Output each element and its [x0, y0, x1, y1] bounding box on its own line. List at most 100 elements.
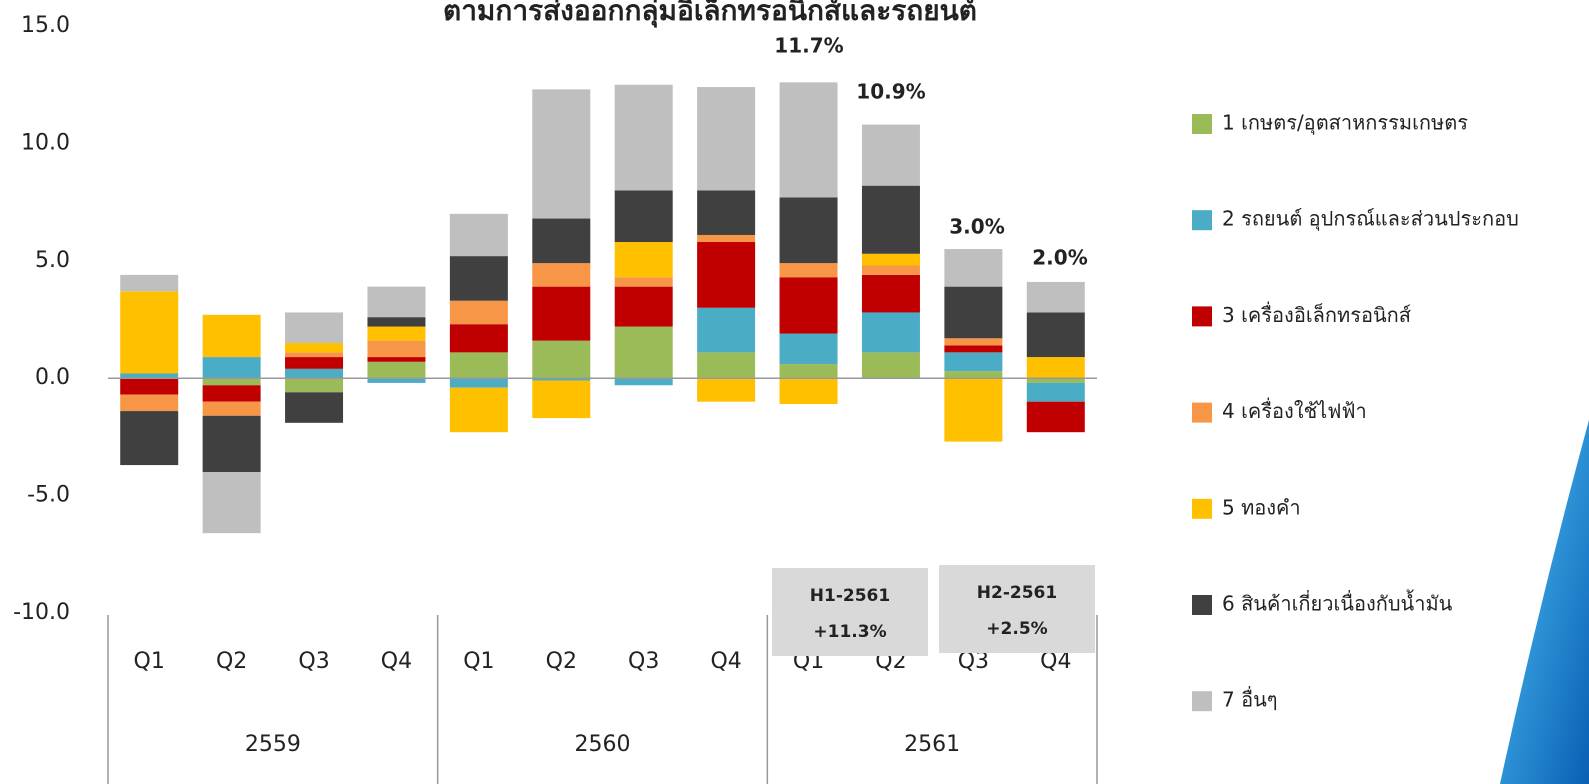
bar-segment	[614, 242, 673, 278]
x-tick-label: Q3	[628, 649, 659, 674]
legend-swatch	[1192, 210, 1212, 231]
y-tick-label: -10.0	[13, 600, 70, 625]
bar-segment	[202, 385, 261, 402]
bar-segment	[1026, 357, 1085, 379]
legend-swatch	[1192, 691, 1212, 712]
group-label: 2559	[245, 732, 301, 757]
bar-segment	[532, 380, 591, 419]
bar-segment	[697, 234, 756, 243]
bar-segment	[367, 326, 426, 341]
group-label: 2561	[904, 732, 960, 757]
legend-swatch	[1192, 114, 1212, 134]
decoration	[1500, 420, 1589, 784]
bar-segment	[861, 352, 920, 379]
bar-segment	[120, 411, 179, 466]
x-tick-label: Q2	[216, 649, 247, 674]
bar-segment	[202, 401, 261, 416]
bar-segment	[449, 300, 508, 325]
bar-segment	[697, 307, 756, 353]
bar-segment	[367, 357, 426, 362]
bar-segment	[449, 213, 508, 257]
legend-label: 7 อื่นๆ	[1222, 686, 1278, 712]
x-tick-label: Q4	[381, 649, 412, 674]
bar-segment	[120, 378, 179, 395]
group-label: 2560	[575, 732, 631, 757]
bar-segment	[449, 387, 508, 433]
period-box	[772, 568, 928, 656]
bar-segment	[1026, 312, 1085, 358]
legend-label: 5 ทองคำ	[1222, 495, 1301, 519]
legend-label: 2 รถยนต์ อุปกรณ์และส่วนประกอบ	[1222, 207, 1519, 232]
bar-segment	[120, 373, 179, 379]
bar-segment	[779, 263, 838, 278]
bar-segment	[532, 218, 591, 264]
bar-segment	[861, 265, 920, 275]
bar-segment	[861, 274, 920, 313]
bar-segment	[697, 378, 756, 402]
period-box	[939, 565, 1095, 653]
bar-segment	[697, 352, 756, 379]
y-tick-label: 10.0	[21, 130, 70, 155]
bar-segment	[861, 253, 920, 266]
period-value: +11.3%	[813, 622, 886, 642]
legend-swatch	[1192, 595, 1212, 615]
y-tick-label: 5.0	[35, 248, 70, 273]
x-tick-label: Q1	[463, 649, 494, 674]
bar-segment	[614, 326, 673, 379]
bar-segment	[449, 256, 508, 301]
bar-segment	[614, 84, 673, 191]
legend-swatch	[1192, 402, 1212, 423]
bar-segment	[202, 314, 261, 358]
bar-segment	[861, 312, 920, 353]
bar-segment	[944, 345, 1003, 353]
chart-title: ตามการส่งออกกลุ่มอิเล็กทรอนิกส์และรถยนต์	[443, 0, 977, 28]
bar-segment	[614, 277, 673, 287]
bar-segment	[120, 274, 179, 292]
bar-segment	[367, 317, 426, 327]
bar-segment	[532, 263, 591, 287]
bar-segment	[1026, 382, 1085, 402]
bar-segment	[779, 333, 838, 365]
bar-segment	[532, 378, 591, 381]
bar-segment	[944, 352, 1003, 372]
bar-segment	[285, 342, 344, 353]
annotation: 11.7%	[774, 34, 843, 58]
bar-segment	[532, 286, 591, 341]
x-tick-label: Q4	[1040, 649, 1071, 674]
bar-segment	[779, 364, 838, 379]
bar-segment	[944, 249, 1003, 287]
y-tick-label: 15.0	[21, 13, 70, 38]
bar-segment	[120, 291, 179, 374]
bar-segment	[697, 190, 756, 235]
bar-segment	[202, 357, 261, 379]
bar-segment	[532, 89, 591, 219]
period-value: +2.5%	[986, 619, 1047, 639]
period-label: H2-2561	[977, 583, 1057, 603]
legend-label: 6 สินค้าเกี่ยวเนื่องกับน้ำมัน	[1222, 590, 1453, 616]
bar-segment	[1026, 281, 1085, 313]
bar-segment	[532, 340, 591, 379]
bar-segment	[367, 286, 426, 318]
bar-segment	[367, 378, 426, 383]
legend-swatch	[1192, 306, 1212, 327]
bar-segment	[449, 324, 508, 353]
legend-label: 1 เกษตร/อุตสาหกรรมเกษตร	[1222, 111, 1468, 136]
bar-segment	[285, 352, 344, 358]
bar-segment	[285, 378, 344, 393]
bar-segment	[779, 82, 838, 198]
bar-segment	[285, 392, 344, 423]
x-tick-label: Q1	[134, 649, 165, 674]
bar-segment	[367, 340, 426, 358]
bar-segment	[861, 124, 920, 186]
x-tick-label: Q2	[546, 649, 577, 674]
x-tick-label: Q3	[958, 649, 989, 674]
bar-segment	[861, 185, 920, 254]
x-tick-label: Q4	[710, 649, 741, 674]
bar-segment	[614, 190, 673, 243]
bar-segment	[449, 378, 508, 388]
bar-segment	[697, 242, 756, 308]
y-tick-label: 0.0	[35, 365, 70, 390]
bar-segment	[449, 352, 508, 379]
bar-segment	[779, 277, 838, 334]
